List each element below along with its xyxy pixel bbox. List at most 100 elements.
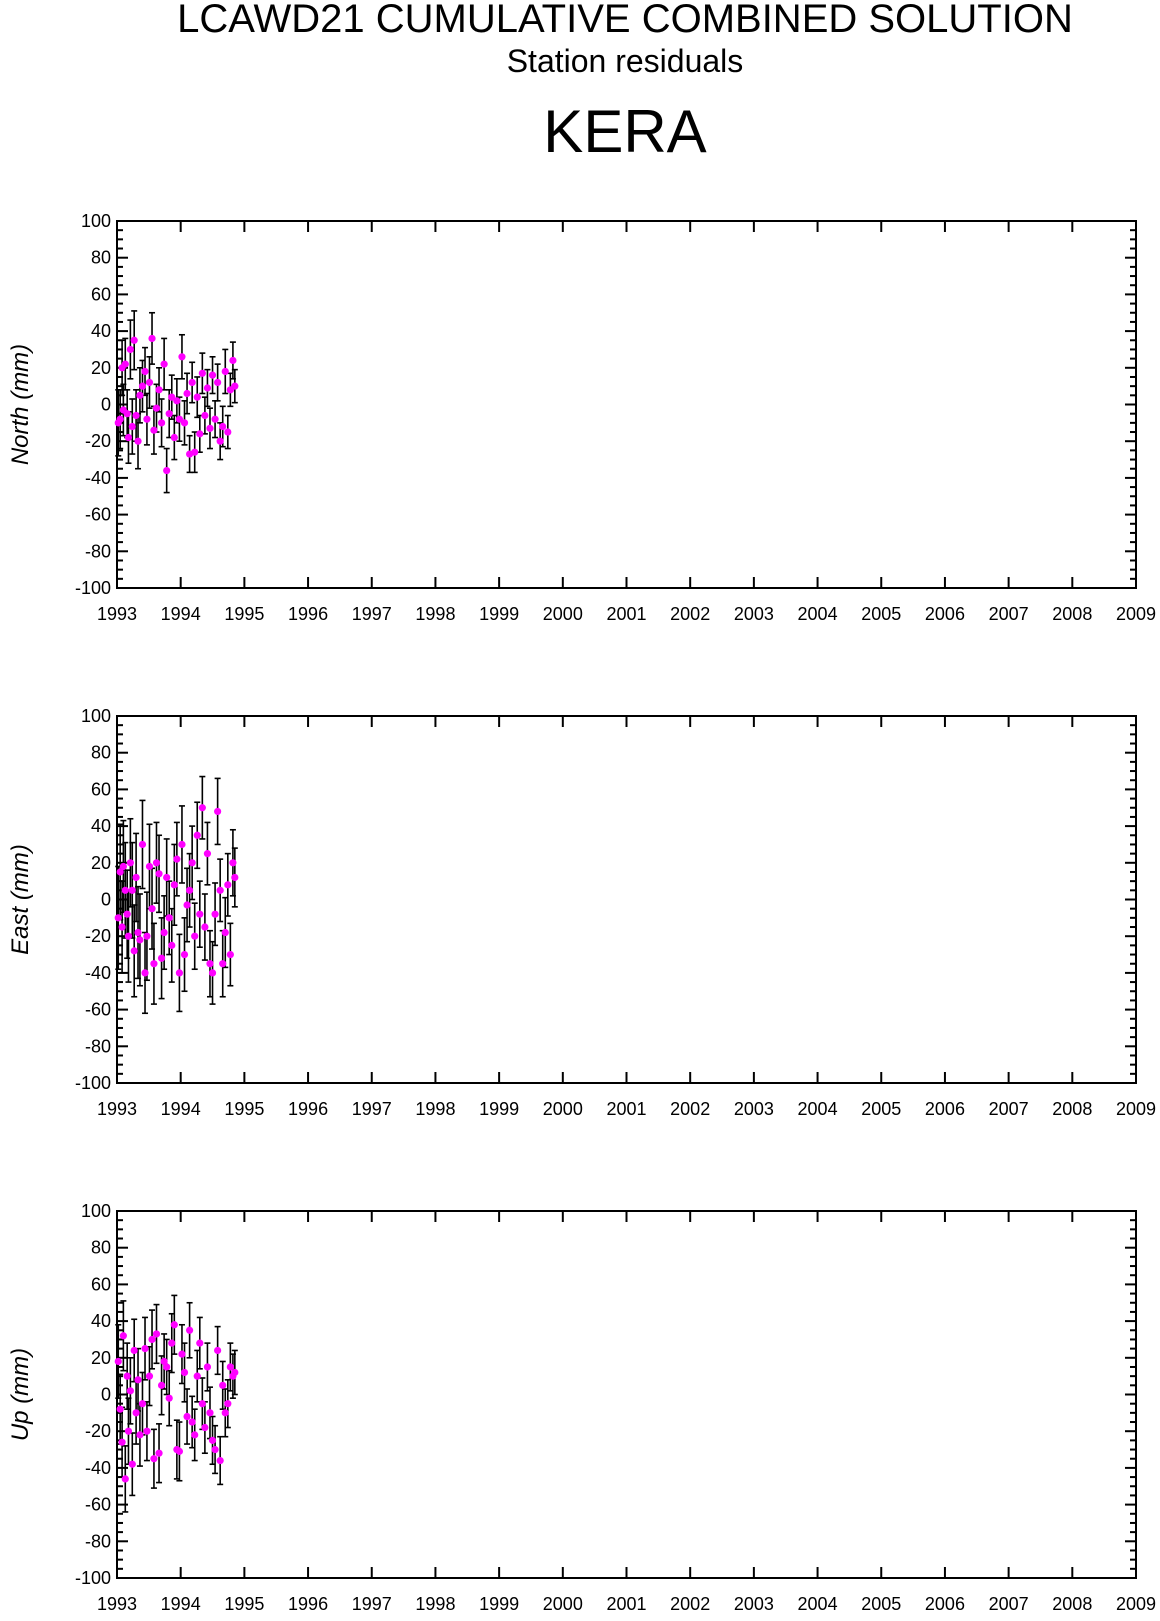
east-panel: 1993 1994 1995 1996 1997 1998 1999 2000 2001 2002… (7, 706, 1156, 1119)
data-point (180, 1368, 189, 1377)
up-plot-frame (116, 1210, 1137, 1579)
data-point (119, 862, 127, 871)
data-point (208, 969, 217, 977)
x-tick-label: 1997 (352, 1099, 392, 1119)
data-point (186, 1326, 194, 1334)
data-point (170, 433, 178, 442)
data-point (114, 1357, 122, 1366)
data-point (134, 1376, 142, 1384)
x-tick-label: 1993 (97, 1594, 137, 1614)
chart-title: LCAWD21 CUMULATIVE COMBINED SOLUTION (177, 0, 1073, 41)
x-tick-label: 2007 (989, 1594, 1029, 1614)
data-point (143, 415, 151, 423)
x-tick-label: 1999 (479, 1594, 519, 1614)
data-point (116, 1405, 124, 1413)
data-point (198, 1400, 206, 1408)
data-point (221, 367, 229, 376)
data-point (211, 910, 219, 918)
data-point (148, 334, 156, 343)
x-tick-label: 1997 (352, 1594, 392, 1614)
data-point (150, 426, 158, 434)
data-point (196, 430, 204, 438)
data-point (141, 969, 149, 977)
data-point (136, 936, 144, 944)
data-point (145, 1372, 154, 1380)
data-point (214, 807, 222, 816)
data-point (188, 859, 196, 867)
y-tick-label: 60 (91, 284, 111, 304)
data-point (145, 862, 154, 871)
data-point (173, 855, 181, 863)
x-tick-label: 2003 (734, 604, 774, 624)
data-point (221, 1409, 229, 1417)
north-panel: 1993 1994 1995 1996 1997 1998 1999 2000 2001 2002… (7, 211, 1156, 624)
station-name: KERA (543, 98, 706, 165)
y-tick-label: 20 (91, 1348, 111, 1368)
x-tick-label: 2005 (861, 1594, 901, 1614)
y-tick-label: -60 (85, 1495, 111, 1515)
data-point (155, 386, 163, 394)
data-point (201, 411, 209, 420)
data-point (128, 1460, 136, 1468)
x-tick-label: 1998 (415, 604, 455, 624)
data-point (128, 886, 136, 894)
y-tick-label: -40 (85, 963, 111, 983)
data-point (203, 850, 212, 858)
x-tick-label: 2001 (606, 1099, 646, 1119)
x-tick-label: 1993 (97, 1099, 137, 1119)
data-point (114, 914, 122, 922)
x-tick-label: 2006 (925, 1099, 965, 1119)
data-point (168, 941, 176, 949)
data-point (155, 1449, 163, 1457)
data-point (193, 831, 201, 839)
data-point (123, 410, 131, 418)
y-tick-label: -20 (85, 431, 111, 451)
y-tick-label: 60 (91, 779, 111, 799)
x-tick-label: 2007 (989, 604, 1029, 624)
data-point (231, 382, 239, 390)
x-tick-label: 2001 (606, 1594, 646, 1614)
y-tick-label: -100 (75, 1568, 111, 1588)
data-point (141, 1345, 149, 1353)
y-tick-label: 20 (91, 358, 111, 378)
north-y-axis-label: North (mm) (7, 344, 34, 465)
data-point (224, 428, 232, 436)
data-point (188, 378, 196, 387)
y-tick-label: -80 (85, 1036, 111, 1056)
data-point (141, 367, 149, 376)
data-point (221, 928, 229, 937)
data-point (175, 1447, 184, 1455)
y-tick-label: 100 (81, 706, 111, 726)
y-tick-label: 40 (91, 321, 111, 341)
data-point (123, 1372, 131, 1380)
data-point (119, 1332, 127, 1340)
data-point (214, 1346, 222, 1355)
data-point (203, 1363, 212, 1371)
data-point (157, 954, 166, 962)
data-point (193, 393, 201, 401)
data-point (130, 947, 138, 955)
x-tick-label: 1998 (415, 1594, 455, 1614)
data-point (126, 345, 134, 354)
x-tick-label: 2008 (1052, 1594, 1092, 1614)
data-point (160, 360, 168, 368)
data-point (128, 422, 136, 431)
x-tick-label: 1995 (224, 1594, 264, 1614)
data-point (160, 1357, 168, 1366)
data-point (130, 336, 138, 344)
data-point (183, 1412, 191, 1421)
data-point (152, 859, 161, 867)
x-tick-label: 2004 (798, 1099, 838, 1119)
data-point (160, 928, 168, 937)
data-point (118, 1438, 126, 1446)
data-point (216, 886, 224, 894)
data-point (226, 950, 234, 959)
x-tick-label: 2003 (734, 1594, 774, 1614)
data-point (198, 369, 206, 377)
data-point (180, 950, 189, 959)
data-point (121, 1475, 129, 1483)
data-point (136, 1431, 144, 1439)
data-point (175, 415, 184, 423)
y-tick-label: 0 (101, 395, 111, 415)
